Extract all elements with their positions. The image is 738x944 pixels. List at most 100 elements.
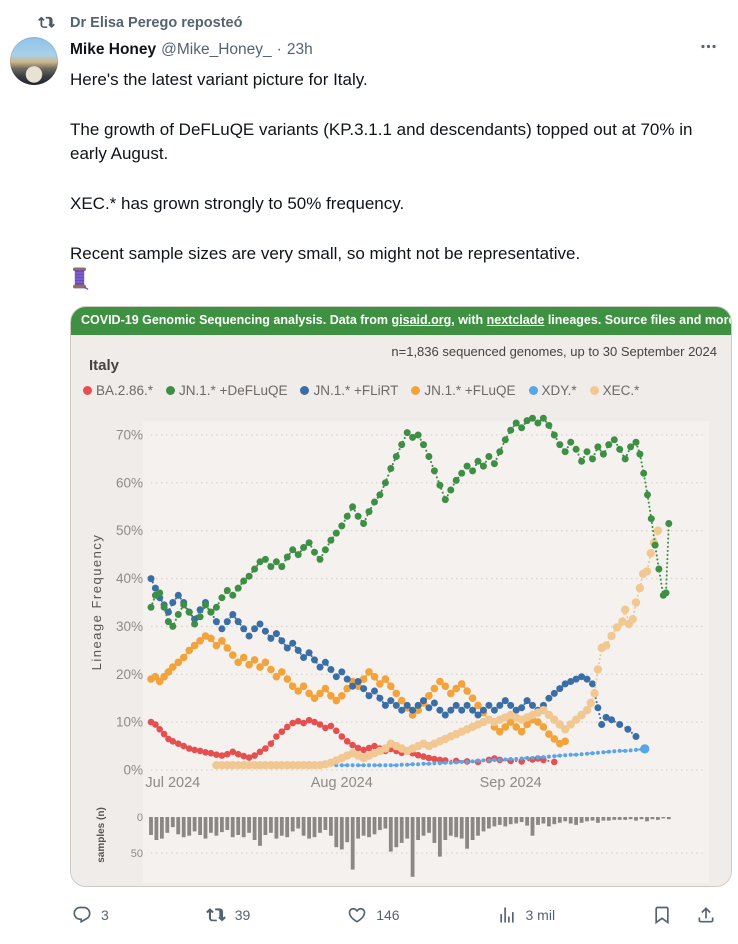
- tweet-card: Dr Elisa Perego reposteó Mike Honey @Mik…: [0, 0, 738, 925]
- repost-label[interactable]: Dr Elisa Perego reposteó: [70, 14, 243, 31]
- sample-bar: [296, 817, 301, 829]
- sample-bar: [421, 817, 426, 836]
- sample-bar: [181, 817, 186, 838]
- sample-bar: [410, 817, 415, 877]
- sample-bar: [650, 817, 655, 820]
- separator-dot: ·: [276, 41, 282, 58]
- thread-spool-emoji-icon: [73, 267, 89, 290]
- sample-bar: [481, 817, 486, 832]
- reply-icon: [73, 906, 91, 924]
- legend-item: XDY.*: [528, 383, 577, 398]
- like-button[interactable]: 146: [347, 905, 400, 925]
- timestamp[interactable]: 23h: [286, 41, 313, 58]
- sample-bar: [443, 817, 448, 840]
- reply-count: 3: [101, 907, 109, 923]
- x-tick-label: Jul 2024: [145, 775, 200, 791]
- sample-bar: [514, 817, 519, 824]
- sample-bar: [503, 817, 508, 827]
- tweet-paragraph: Recent sample sizes are very small, so m…: [70, 244, 581, 263]
- y-tick-label: 0%: [123, 763, 143, 778]
- user-header: Mike Honey @Mike_Honey_ · 23h: [70, 35, 722, 64]
- sample-bar: [470, 817, 475, 840]
- sample-bar: [263, 817, 268, 835]
- tweet-text: Here's the latest variant picture for It…: [70, 68, 722, 298]
- samples-tick-label: 0: [137, 812, 143, 824]
- banner-link-nextclade: nextclade: [486, 313, 545, 327]
- sample-bar: [416, 817, 420, 840]
- chart-series: [212, 526, 663, 770]
- samples-tick-label: 50: [131, 848, 143, 860]
- y-tick-label: 50%: [116, 523, 143, 538]
- chart-series: [147, 632, 569, 748]
- sample-bar: [557, 817, 562, 823]
- thread-emoji-line: [70, 266, 722, 298]
- sample-bar: [329, 817, 333, 836]
- sample-bar: [568, 817, 573, 824]
- sample-bar: [541, 817, 546, 824]
- sample-bar: [187, 817, 192, 836]
- share-icon: [698, 907, 714, 923]
- sample-bar: [508, 817, 513, 825]
- sample-bar: [209, 817, 213, 833]
- sample-bar: [241, 817, 246, 838]
- sample-bar: [323, 817, 328, 830]
- sample-bar: [476, 817, 480, 836]
- embedded-chart-image[interactable]: COVID-19 Genomic Sequencing analysis. Da…: [70, 306, 732, 887]
- sample-bar: [405, 817, 410, 839]
- more-icon: [701, 44, 716, 49]
- legend-label: BA.2.86.*: [96, 383, 154, 398]
- sample-bar: [645, 817, 649, 822]
- legend-label: JN.1.* +FLiRT: [313, 383, 399, 398]
- legend-label: JN.1.* +DeFLuQE: [179, 383, 288, 398]
- sample-bar: [388, 817, 393, 852]
- sample-bar: [383, 817, 388, 829]
- reply-button[interactable]: 3: [72, 905, 109, 925]
- chart-area: 0% 10% 20% 30% 40% 50% 60% 70% Jul 2024 Aug 2024 S…: [71, 335, 731, 886]
- y-tick-label: 10%: [116, 715, 143, 730]
- sample-bar: [149, 817, 153, 835]
- sample-bar: [666, 817, 671, 820]
- y-tick-label: 30%: [116, 619, 143, 634]
- user-handle[interactable]: @Mike_Honey_: [161, 41, 272, 58]
- avatar[interactable]: [10, 37, 58, 85]
- x-tick-label: Sep 2024: [480, 775, 542, 791]
- sample-bar: [547, 817, 551, 827]
- sample-bar: [579, 817, 584, 823]
- chart-banner: COVID-19 Genomic Sequencing analysis. Da…: [71, 307, 731, 335]
- repost-header: Dr Elisa Perego reposteó: [0, 0, 738, 33]
- banner-link-gisaid: gisaid.org: [391, 313, 452, 327]
- sample-bar: [165, 817, 170, 833]
- banner-text: lineages. Source files and more info o: [547, 313, 731, 327]
- sample-bar: [361, 817, 366, 836]
- sample-bar: [350, 817, 355, 870]
- display-name[interactable]: Mike Honey: [70, 41, 157, 58]
- y-tick-label: 60%: [116, 475, 143, 490]
- repost-button[interactable]: 39: [205, 905, 250, 925]
- sample-bar: [279, 817, 284, 836]
- sample-bar: [536, 817, 540, 825]
- share-button[interactable]: [696, 905, 716, 925]
- sample-bar: [203, 817, 208, 839]
- chart-legend: BA.2.86.* JN.1.* +DeFLuQE JN.1.* +FLiRT JN.…: [83, 383, 639, 398]
- sample-bar: [252, 817, 257, 840]
- y-axis-label: Lineage Frequency: [89, 534, 104, 671]
- sample-bar: [563, 817, 568, 822]
- bookmark-button[interactable]: [652, 905, 672, 925]
- sample-bar: [247, 817, 251, 833]
- y-tick-label: 40%: [116, 571, 143, 586]
- plot-background: [143, 421, 709, 883]
- legend-item: BA.2.86.*: [83, 383, 153, 398]
- chart-subtitle: n=1,836 sequenced genomes, up to 30 Sept…: [391, 344, 717, 359]
- more-button[interactable]: [695, 35, 722, 64]
- sample-bar: [432, 817, 437, 843]
- sample-bar: [427, 817, 431, 833]
- sample-bar: [639, 817, 644, 820]
- chart-title: Italy: [89, 357, 120, 374]
- legend-label: XDY.*: [541, 383, 577, 398]
- sample-bar: [574, 817, 578, 825]
- sample-bar: [170, 817, 175, 828]
- sample-bar: [307, 817, 311, 839]
- sample-bar: [230, 817, 235, 838]
- views-button[interactable]: 3 mil: [497, 905, 555, 925]
- legend-dot-icon: [166, 386, 176, 395]
